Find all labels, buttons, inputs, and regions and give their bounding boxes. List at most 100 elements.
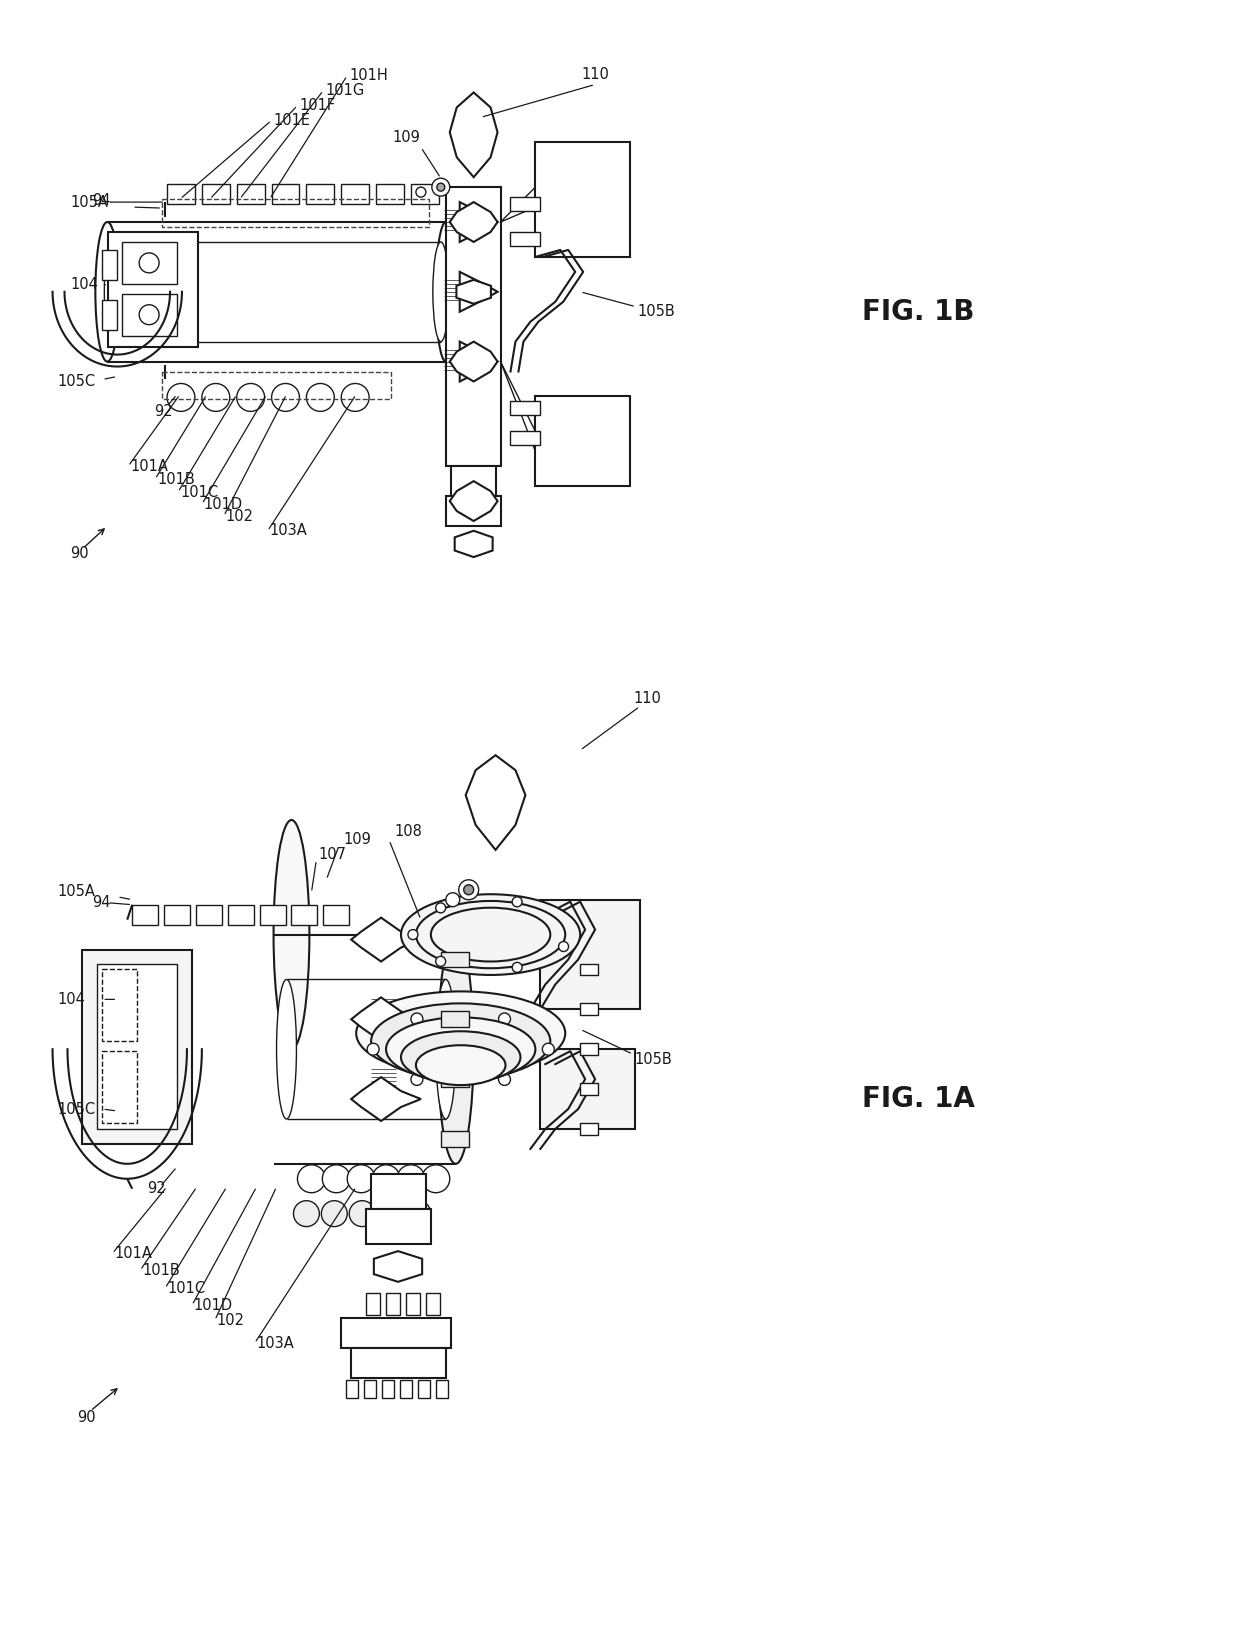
Ellipse shape	[95, 222, 119, 361]
Bar	[341, 185, 370, 204]
Circle shape	[410, 1074, 423, 1086]
Bar	[366, 1208, 430, 1244]
Ellipse shape	[438, 935, 474, 1164]
Circle shape	[372, 1164, 401, 1192]
Bar	[446, 495, 501, 526]
Circle shape	[410, 1014, 423, 1025]
Circle shape	[347, 1164, 376, 1192]
Ellipse shape	[430, 907, 551, 961]
Bar	[272, 185, 299, 204]
Text: 103A: 103A	[269, 523, 308, 538]
Bar	[164, 904, 190, 925]
Bar	[401, 1380, 412, 1398]
Bar	[366, 1293, 381, 1315]
Bar	[162, 199, 429, 227]
Bar	[259, 904, 285, 925]
Bar	[440, 1071, 469, 1087]
Ellipse shape	[274, 821, 310, 1050]
Circle shape	[139, 304, 159, 325]
Bar	[346, 1380, 358, 1398]
Bar	[425, 1293, 440, 1315]
Circle shape	[321, 1200, 347, 1226]
Bar	[365, 1380, 376, 1398]
Circle shape	[367, 1043, 379, 1055]
Bar	[511, 198, 541, 211]
Ellipse shape	[401, 1032, 521, 1082]
Text: 105C: 105C	[57, 1102, 95, 1117]
Bar	[405, 1293, 420, 1315]
Bar	[162, 371, 391, 399]
Ellipse shape	[104, 242, 120, 342]
Bar	[98, 965, 177, 1128]
Bar	[123, 242, 177, 284]
Polygon shape	[460, 271, 497, 312]
Circle shape	[498, 1074, 511, 1086]
Bar	[291, 904, 317, 925]
Bar	[580, 1123, 598, 1135]
Text: 110: 110	[582, 67, 609, 82]
Text: 101F: 101F	[299, 98, 336, 113]
Circle shape	[512, 898, 522, 907]
Bar	[435, 1380, 448, 1398]
Text: 101B: 101B	[157, 471, 195, 487]
Polygon shape	[466, 755, 526, 850]
Bar	[196, 904, 222, 925]
Bar	[451, 466, 496, 495]
Text: 105A: 105A	[57, 885, 95, 899]
Polygon shape	[455, 531, 492, 558]
Bar	[580, 1043, 598, 1055]
Bar	[306, 185, 335, 204]
Text: 104: 104	[57, 992, 86, 1007]
Polygon shape	[460, 203, 497, 242]
Bar	[103, 970, 138, 1041]
Text: 109: 109	[392, 129, 420, 146]
Text: 101B: 101B	[143, 1262, 180, 1279]
Circle shape	[542, 1043, 554, 1055]
Text: 90: 90	[77, 1411, 95, 1426]
Ellipse shape	[356, 991, 565, 1076]
Bar	[440, 1012, 469, 1027]
Text: 101C: 101C	[167, 1280, 205, 1297]
Text: 105B: 105B	[637, 304, 676, 319]
Ellipse shape	[277, 979, 296, 1118]
Polygon shape	[450, 342, 497, 381]
Text: 107: 107	[319, 847, 346, 862]
Text: 108: 108	[394, 824, 422, 839]
Circle shape	[237, 384, 264, 412]
Ellipse shape	[415, 1045, 506, 1086]
Text: 94: 94	[92, 193, 110, 208]
Circle shape	[422, 1164, 450, 1192]
Text: 92: 92	[148, 1180, 166, 1197]
Circle shape	[294, 1200, 320, 1226]
Circle shape	[459, 880, 479, 899]
Bar	[580, 963, 598, 976]
Ellipse shape	[435, 979, 456, 1118]
Bar	[167, 185, 195, 204]
Circle shape	[432, 178, 450, 196]
Circle shape	[498, 1014, 511, 1025]
Ellipse shape	[386, 1017, 536, 1081]
Bar	[541, 1050, 635, 1128]
Text: 102: 102	[226, 508, 254, 523]
Text: 101D: 101D	[203, 497, 243, 512]
Bar	[371, 1174, 425, 1208]
Circle shape	[464, 885, 474, 894]
Text: 102: 102	[217, 1313, 244, 1328]
Bar	[511, 432, 541, 445]
Circle shape	[436, 183, 445, 191]
Text: 92: 92	[154, 404, 172, 419]
Polygon shape	[351, 917, 420, 961]
Circle shape	[435, 903, 445, 912]
Circle shape	[350, 1200, 376, 1226]
Circle shape	[341, 384, 370, 412]
Bar	[103, 299, 118, 330]
Bar	[376, 185, 404, 204]
Bar	[446, 186, 501, 466]
Bar	[133, 904, 157, 925]
Polygon shape	[351, 997, 420, 1041]
Polygon shape	[460, 342, 497, 381]
Ellipse shape	[415, 901, 565, 968]
Bar	[103, 250, 118, 280]
Circle shape	[167, 384, 195, 412]
Bar	[410, 185, 439, 204]
